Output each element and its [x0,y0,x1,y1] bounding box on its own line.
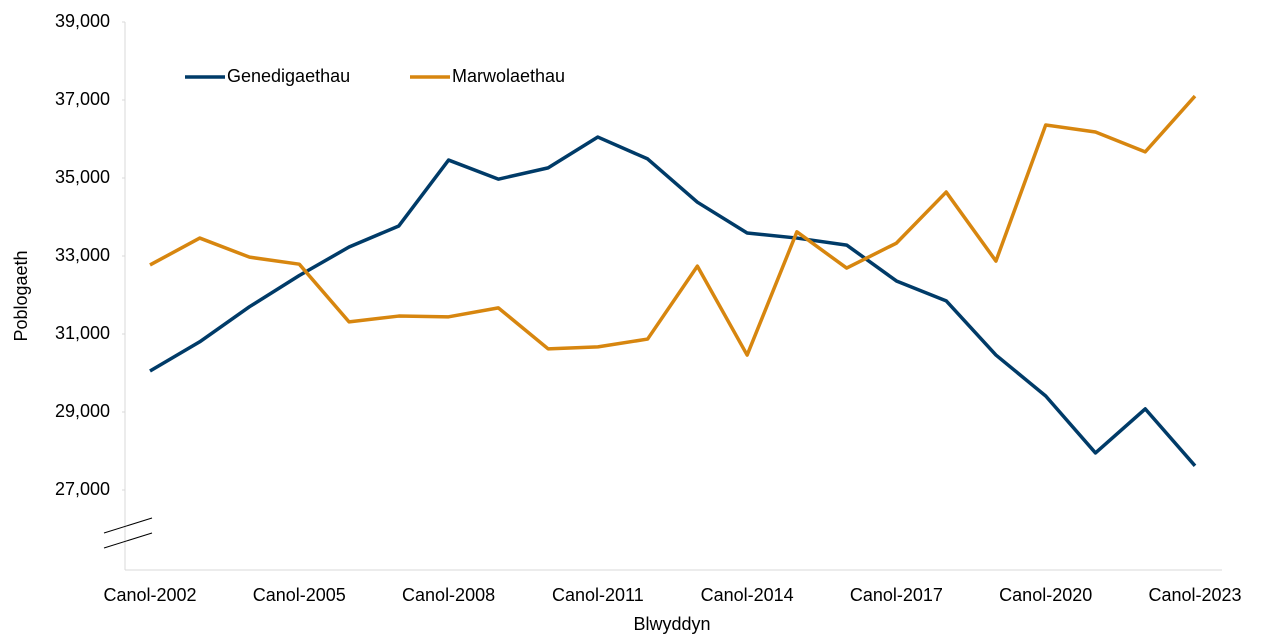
x-axis-label: Blwyddyn [633,614,710,634]
x-tick-label: Canol-2017 [850,585,943,605]
x-tick-label: Canol-2023 [1148,585,1241,605]
y-axis-label: Poblogaeth [11,250,31,341]
axis-break [103,532,153,549]
y-tick-label: 27,000 [55,479,110,499]
axis-break [103,517,153,534]
y-tick-label: 33,000 [55,245,110,265]
legend-label: Genedigaethau [227,66,350,86]
line-series [149,135,1197,467]
x-tick-label: Canol-2020 [999,585,1092,605]
y-tick-label: 29,000 [55,401,110,421]
y-tick-label: 39,000 [55,11,110,31]
x-tick-label: Canol-2014 [701,585,794,605]
y-tick-label: 35,000 [55,167,110,187]
x-tick-label: Canol-2008 [402,585,495,605]
y-tick-label: 31,000 [55,323,110,343]
legend-label: Marwolaethau [452,66,565,86]
x-tick-label: Canol-2002 [103,585,196,605]
y-tick-label: 37,000 [55,89,110,109]
x-tick-label: Canol-2011 [552,585,644,605]
line-series [149,94,1197,357]
x-tick-label: Canol-2005 [253,585,346,605]
